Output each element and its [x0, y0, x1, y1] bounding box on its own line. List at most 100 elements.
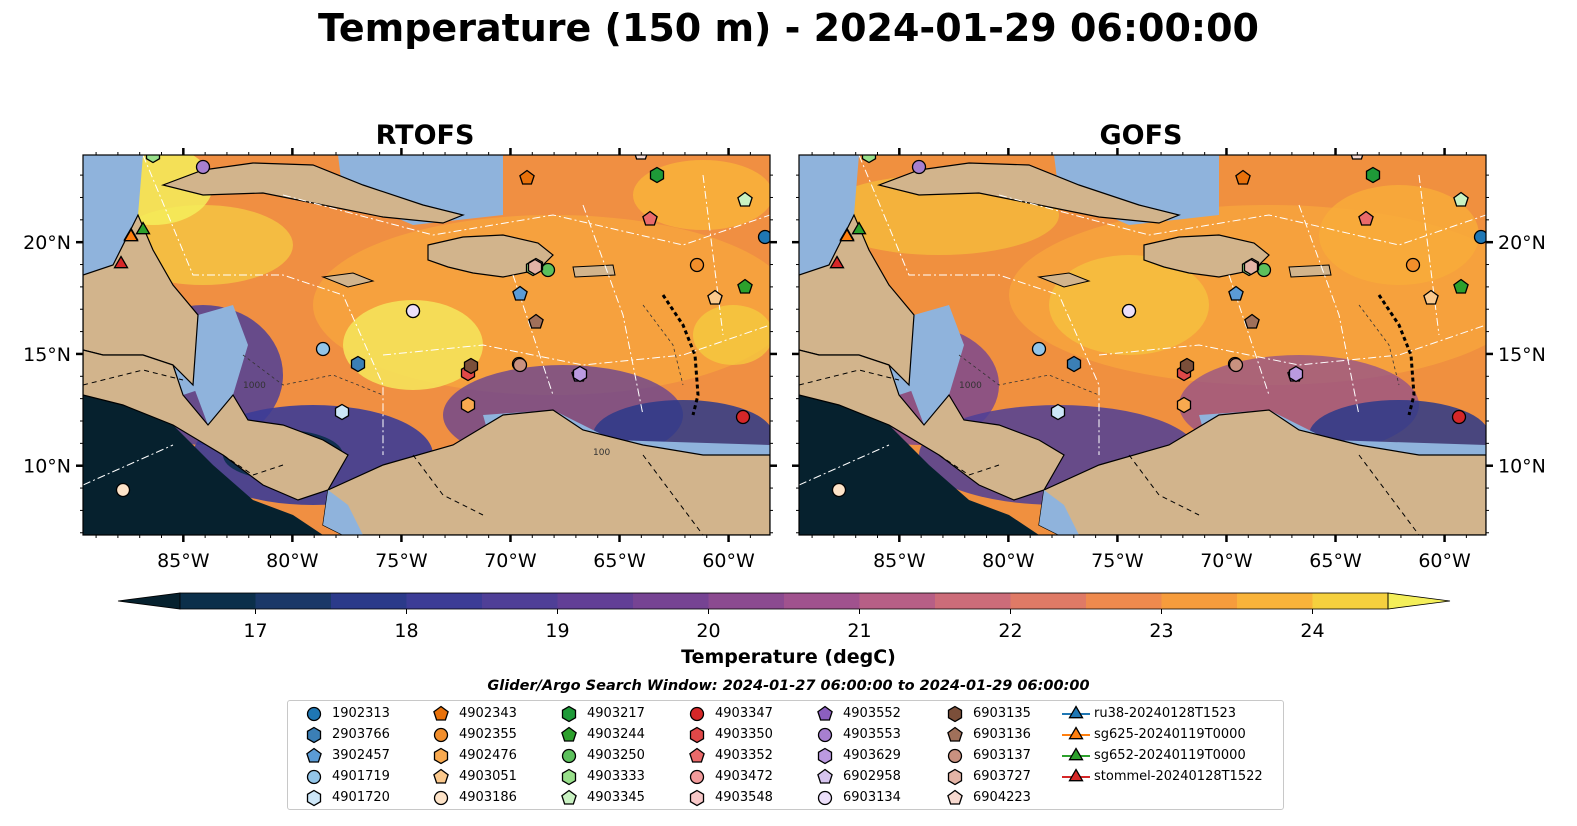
float-marker — [527, 258, 543, 276]
float-marker — [851, 221, 867, 235]
shelf — [1039, 490, 1079, 535]
float-marker — [135, 221, 151, 235]
float-marker — [528, 313, 544, 329]
lon-tick-label: 85°W — [157, 550, 210, 572]
colorbar-extend-high — [1387, 592, 1451, 610]
legend-marker-icon — [689, 726, 705, 744]
float-marker — [1179, 357, 1195, 375]
legend-marker-icon — [817, 727, 833, 743]
legend-marker-icon — [947, 768, 963, 786]
bathymetry-contours — [958, 304, 1400, 396]
colorbar-bin — [406, 593, 483, 609]
legend-marker — [433, 705, 449, 721]
colorbar-bin — [557, 593, 634, 609]
legend-marker-icon — [561, 748, 577, 764]
float-marker — [1228, 285, 1244, 301]
legend-label: 6903137 — [973, 748, 1031, 763]
lat-tick-label: 15°N — [23, 344, 71, 366]
legend-marker-icon — [1062, 726, 1090, 740]
map-rtofs: 1000 100 — [83, 155, 770, 535]
colorbar-bin — [1086, 593, 1162, 609]
colorbar-tick-label: 19 — [545, 620, 569, 642]
legend-marker — [817, 747, 833, 765]
float-marker — [1451, 409, 1467, 425]
float-marker — [113, 255, 129, 269]
legend-marker — [817, 790, 833, 806]
float-marker — [145, 155, 161, 164]
legend-label: 1902313 — [332, 706, 390, 721]
float-marker — [1176, 396, 1192, 414]
legend-label: 3902457 — [332, 748, 390, 763]
lesser-antilles — [1377, 294, 1416, 416]
float-marker — [123, 228, 139, 242]
float-marker — [1365, 166, 1381, 184]
bathymetry-contours — [242, 304, 684, 396]
lon-tick-label: 75°W — [375, 550, 428, 572]
float-marker — [540, 262, 556, 278]
legend-label: 4903347 — [715, 706, 773, 721]
legend-label: 4901720 — [332, 790, 390, 805]
legend-label: sg625-20240119T0000 — [1094, 727, 1246, 742]
legend-marker-icon — [689, 789, 705, 807]
legend-marker-icon — [817, 705, 833, 721]
shelf — [193, 305, 248, 425]
colorbar-bin — [1312, 593, 1389, 609]
lon-tick-label: 85°W — [873, 550, 926, 572]
float-marker — [911, 159, 927, 175]
legend-marker-icon — [561, 726, 577, 742]
float-marker — [1228, 357, 1244, 373]
float-marker — [1453, 278, 1469, 294]
legend-marker-icon — [947, 726, 963, 742]
legend-marker-icon — [433, 727, 449, 743]
float-marker — [195, 159, 211, 175]
legend-marker — [947, 705, 963, 723]
shelf — [323, 490, 363, 535]
float-marker — [1256, 262, 1272, 278]
legend-marker — [817, 727, 833, 743]
lat-tick-label: 10°N — [23, 456, 71, 478]
legend-label: 4903051 — [459, 769, 517, 784]
legend-marker — [306, 789, 322, 807]
colorbar-tick-label: 24 — [1300, 620, 1324, 642]
float-marker — [649, 166, 665, 184]
lon-tick-label: 65°W — [1309, 550, 1362, 572]
legend-marker — [689, 789, 705, 807]
float-marker — [463, 357, 479, 375]
legend-marker — [947, 768, 963, 786]
colorbar-bin — [1237, 593, 1313, 609]
contour-label-1000: 1000 — [959, 381, 982, 391]
legend-marker-icon — [689, 747, 705, 763]
colorbar-bin — [784, 593, 860, 609]
pacific-ocean — [799, 395, 1039, 535]
map-panels: 1000 100 — [23, 148, 1546, 572]
legend-marker — [689, 769, 705, 785]
colorbar-bin — [633, 593, 709, 609]
warm-core — [693, 305, 770, 365]
float-marker — [460, 396, 476, 414]
warm-core — [1319, 185, 1479, 285]
lon-tick-label: 65°W — [593, 550, 646, 572]
contour-label-100: 100 — [593, 448, 610, 458]
float-marker — [1244, 313, 1260, 329]
legend-marker-icon — [947, 748, 963, 764]
land-puerto-rico — [1288, 264, 1332, 278]
lon-tick-label: 75°W — [1091, 550, 1144, 572]
lon-tick-label: 60°W — [1418, 550, 1471, 572]
legend-marker-icon — [306, 747, 322, 763]
shelf — [909, 305, 964, 425]
land-cuba — [876, 162, 1181, 224]
float-marker — [1031, 341, 1047, 357]
legend-marker-icon — [561, 789, 577, 805]
legend-marker-icon — [306, 726, 322, 744]
legend-marker — [947, 789, 963, 805]
legend-label: sg652-20240119T0000 — [1094, 748, 1246, 763]
legend-marker-icon — [689, 706, 705, 722]
float-marker — [829, 255, 845, 269]
float-marker — [839, 228, 855, 242]
float-marker — [350, 355, 366, 373]
legend-marker-icon — [1062, 705, 1090, 719]
legend-marker — [689, 726, 705, 744]
float-marker — [1350, 155, 1364, 160]
legend-marker — [306, 726, 322, 744]
map-frame-rtofs — [82, 154, 771, 536]
